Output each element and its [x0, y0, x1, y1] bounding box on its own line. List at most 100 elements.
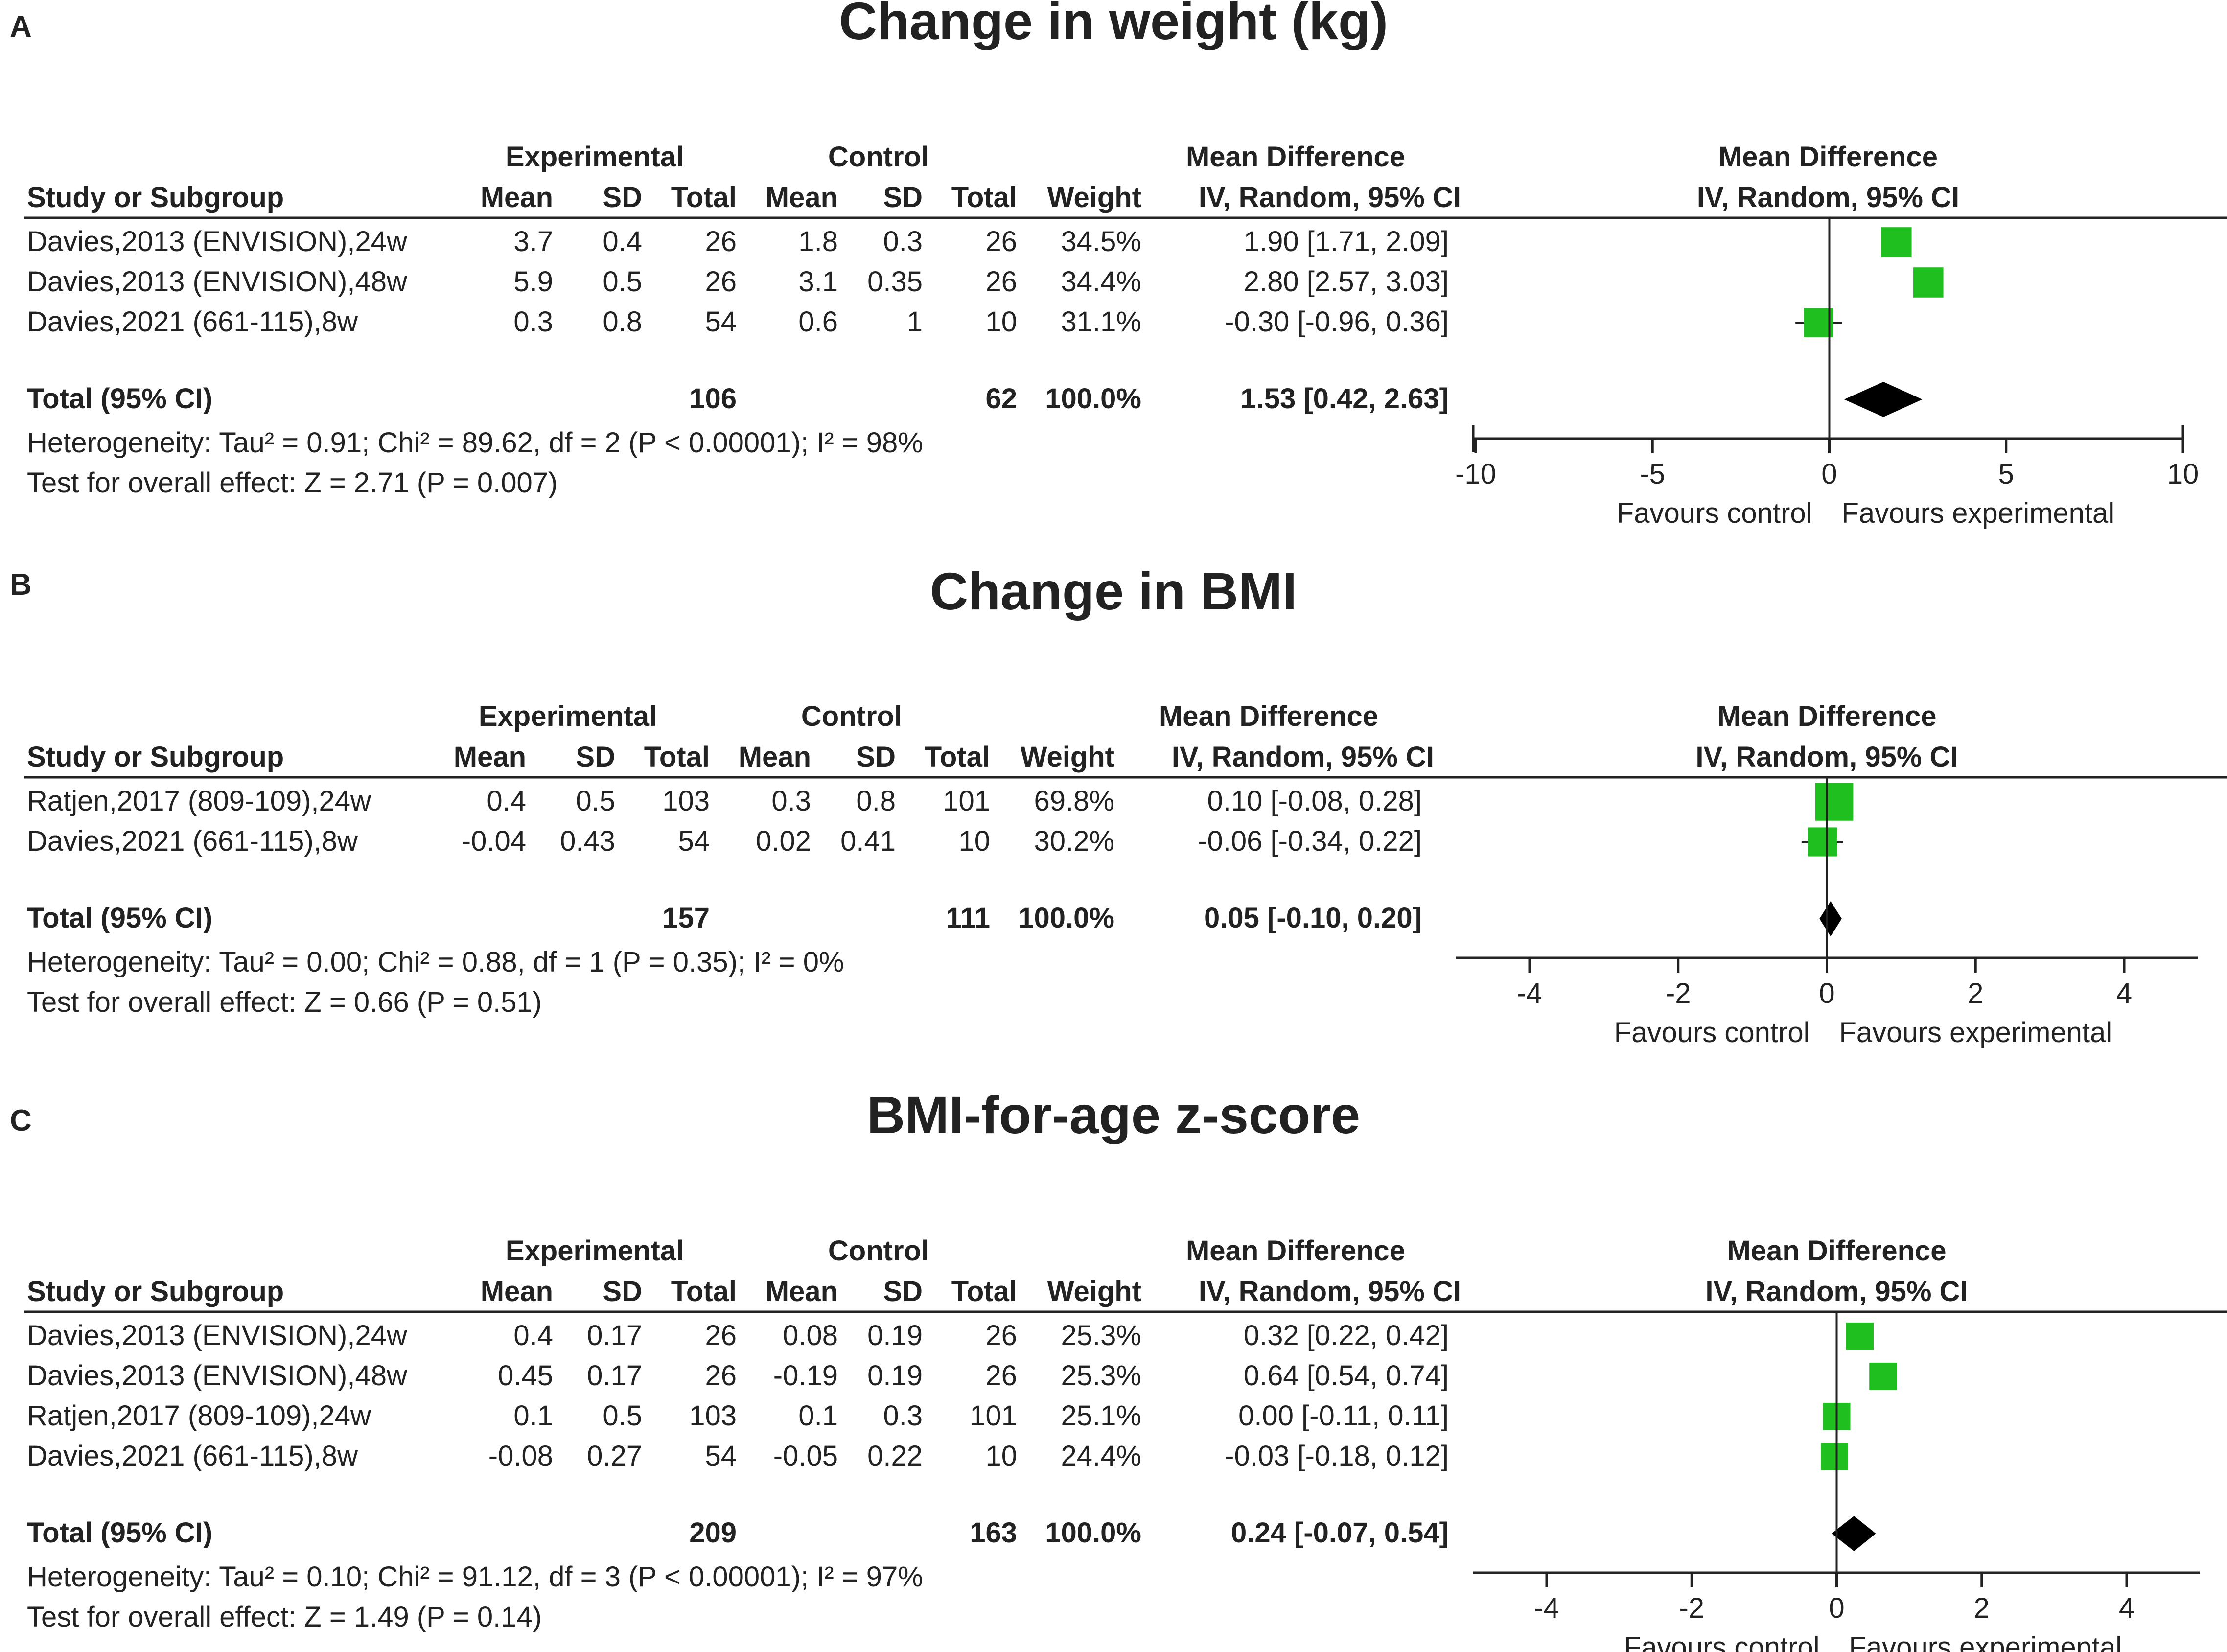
- study-name: Davies,2013 (ENVISION),24w: [27, 1320, 408, 1351]
- total-weight: 100.0%: [1045, 1517, 1141, 1549]
- header-ctl-mean: Mean: [766, 182, 838, 213]
- header-plot-method: IV, Random, 95% CI: [1695, 741, 1958, 773]
- header-study: Study or Subgroup: [27, 182, 284, 213]
- study-name: Ratjen,2017 (809-109),24w: [27, 1400, 371, 1432]
- total-label: Total (95% CI): [27, 1517, 212, 1549]
- ctl-sd: 0.41: [840, 825, 896, 857]
- study-square: [1881, 227, 1912, 257]
- study-name: Davies,2013 (ENVISION),24w: [27, 226, 408, 257]
- favours-control-label: Favours control: [1617, 497, 1812, 529]
- x-tick-label: -4: [1517, 977, 1542, 1009]
- exp-mean: 0.3: [513, 306, 553, 338]
- study-weight: 25.3%: [1061, 1360, 1141, 1392]
- total-ctl: 111: [946, 902, 990, 934]
- study-row: Davies,2013 (ENVISION),48w 0.45 0.17 26 -0.1…: [27, 1360, 1897, 1392]
- ctl-sd: 0.19: [867, 1320, 923, 1351]
- header-plot-mean-difference: Mean Difference: [1727, 1235, 1946, 1267]
- total-row: Total (95% CI) 157 111 100.0% 0.05 [-0.10, 0…: [27, 901, 1842, 936]
- study-md-ci: 2.80 [2.57, 3.03]: [1244, 266, 1449, 298]
- ctl-mean: 0.1: [798, 1400, 838, 1432]
- forest-panel-c: C BMI-for-age z-score Experimental Control M…: [10, 1085, 2227, 1652]
- exp-sd: 0.8: [603, 306, 642, 338]
- pooled-diamond: [1844, 382, 1923, 417]
- study-row: Ratjen,2017 (809-109),24w 0.4 0.5 103 0.3 0.8…: [27, 783, 1854, 821]
- study-name: Ratjen,2017 (809-109),24w: [27, 785, 371, 817]
- exp-total: 103: [662, 785, 710, 817]
- ctl-total: 26: [985, 266, 1017, 298]
- study-weight: 25.1%: [1061, 1400, 1141, 1432]
- ctl-sd: 0.19: [867, 1360, 923, 1392]
- x-tick-label: 0: [1819, 977, 1834, 1009]
- header-exp-total: Total: [644, 741, 710, 773]
- study-square: [1913, 267, 1944, 298]
- ctl-sd: 0.22: [867, 1440, 923, 1472]
- ctl-total: 101: [970, 1400, 1017, 1432]
- x-tick-label: -4: [1534, 1592, 1559, 1624]
- exp-sd: 0.5: [603, 266, 642, 298]
- study-row: Ratjen,2017 (809-109),24w 0.1 0.5 103 0.1 0.3…: [27, 1400, 1851, 1432]
- x-tick-label: 2: [1968, 977, 1983, 1009]
- overall-effect-text: Test for overall effect: Z = 0.66 (P = 0…: [27, 986, 542, 1018]
- header-ctl-sd: SD: [856, 741, 896, 773]
- ctl-mean: 0.02: [756, 825, 811, 857]
- header-plot-mean-difference: Mean Difference: [1717, 700, 1936, 732]
- overall-effect-text: Test for overall effect: Z = 1.49 (P = 0…: [27, 1601, 542, 1633]
- ctl-total: 26: [985, 1360, 1017, 1392]
- study-md-ci: -0.30 [-0.96, 0.36]: [1225, 306, 1449, 338]
- exp-total: 26: [705, 1320, 737, 1351]
- study-row: Davies,2021 (661-115),8w -0.04 0.43 54 0.02 0…: [27, 825, 1843, 857]
- header-experimental: Experimental: [479, 700, 657, 732]
- panel-label: B: [10, 568, 32, 602]
- total-ctl: 163: [970, 1517, 1017, 1549]
- study-weight: 34.4%: [1061, 266, 1141, 298]
- x-tick-label: 10: [2167, 458, 2199, 490]
- ctl-mean: -0.19: [773, 1360, 838, 1392]
- header-study: Study or Subgroup: [27, 741, 284, 773]
- header-exp-total: Total: [671, 1276, 737, 1307]
- total-weight: 100.0%: [1045, 383, 1141, 415]
- x-tick-label: 2: [1974, 1592, 1990, 1624]
- panel-title: Change in weight (kg): [839, 0, 1388, 50]
- header-mean-difference: Mean Difference: [1186, 1235, 1405, 1267]
- study-name: Davies,2021 (661-115),8w: [27, 825, 358, 857]
- pooled-diamond: [1832, 1516, 1876, 1551]
- exp-mean: 0.1: [513, 1400, 553, 1432]
- forest-panel-b: B Change in BMI Experimental Control Mean Di…: [10, 561, 2227, 1048]
- header-experimental: Experimental: [506, 1235, 684, 1267]
- x-tick-label: 4: [2116, 977, 2132, 1009]
- header-plot-method: IV, Random, 95% CI: [1705, 1276, 1968, 1307]
- total-md-ci: 0.24 [-0.07, 0.54]: [1231, 1517, 1449, 1549]
- study-md-ci: -0.03 [-0.18, 0.12]: [1225, 1440, 1449, 1472]
- exp-sd: 0.17: [587, 1360, 642, 1392]
- header-ctl-mean: Mean: [766, 1276, 838, 1307]
- study-square: [1869, 1362, 1897, 1391]
- x-tick-label: 4: [2119, 1592, 2134, 1624]
- ctl-mean: 3.1: [798, 266, 838, 298]
- total-exp: 106: [689, 383, 737, 415]
- total-label: Total (95% CI): [27, 383, 212, 415]
- exp-mean: 0.4: [513, 1320, 553, 1351]
- study-weight: 34.5%: [1061, 226, 1141, 257]
- panel-label: C: [10, 1104, 32, 1138]
- header-exp-sd: SD: [603, 182, 642, 213]
- forest-panel-a: A Change in weight (kg) Experimental Contro…: [10, 0, 2227, 529]
- exp-mean: -0.04: [462, 825, 526, 857]
- favours-experimental-label: Favours experimental: [1842, 497, 2115, 529]
- study-row: Davies,2013 (ENVISION),24w 3.7 0.4 26 1.8 0.3…: [27, 226, 1912, 257]
- x-tick-label: 0: [1821, 458, 1837, 490]
- study-row: Davies,2013 (ENVISION),48w 5.9 0.5 26 3.1 0.3…: [27, 266, 1944, 298]
- header-control: Control: [828, 1235, 929, 1267]
- exp-mean: 3.7: [513, 226, 553, 257]
- exp-sd: 0.27: [587, 1440, 642, 1472]
- panel-title: Change in BMI: [930, 561, 1297, 621]
- exp-mean: 0.45: [498, 1360, 553, 1392]
- exp-sd: 0.43: [560, 825, 615, 857]
- total-ctl: 62: [985, 383, 1017, 415]
- study-md-ci: 0.32 [0.22, 0.42]: [1244, 1320, 1449, 1351]
- ctl-sd: 0.3: [883, 226, 923, 257]
- panel-label: A: [10, 10, 32, 44]
- header-md-method: IV, Random, 95% CI: [1199, 182, 1461, 213]
- total-label: Total (95% CI): [27, 902, 212, 934]
- header-weight: Weight: [1047, 1276, 1141, 1307]
